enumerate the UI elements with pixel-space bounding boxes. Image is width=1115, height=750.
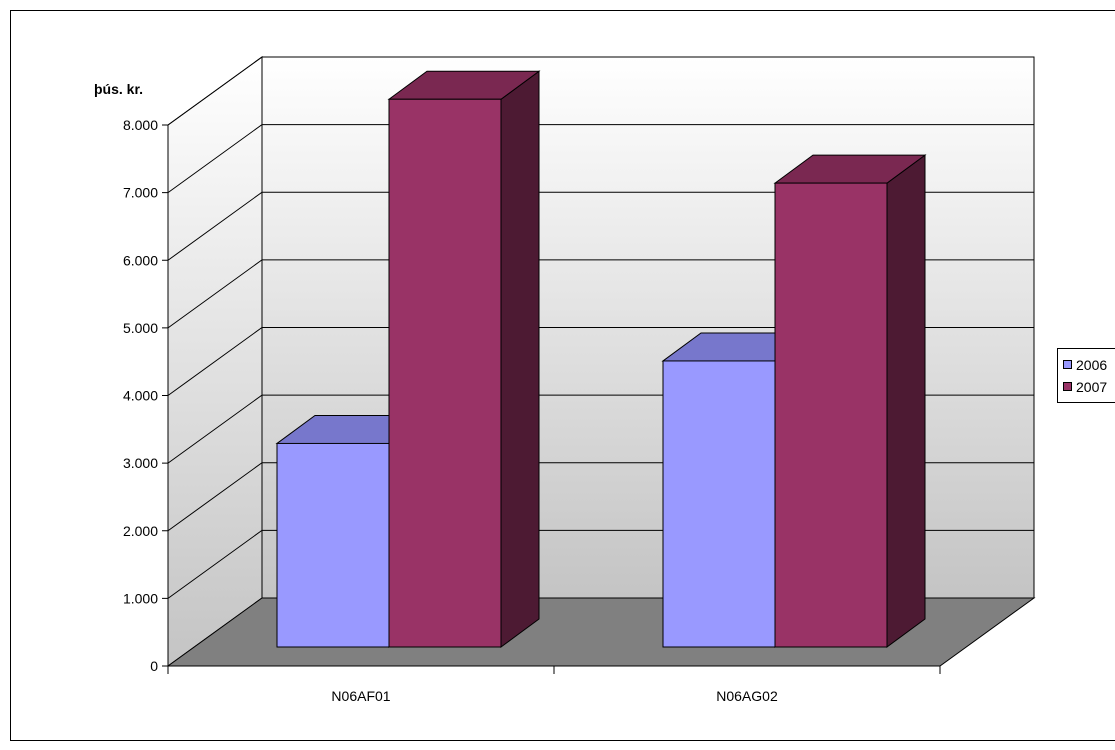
legend-swatch-2006: [1064, 361, 1072, 369]
x-tick-label: N06AG02: [716, 688, 778, 704]
bar-front: [775, 183, 887, 647]
bar-N06AF01-2007: [389, 71, 539, 647]
y-tick-label: 3.000: [123, 455, 158, 471]
legend-swatch-2007: [1064, 383, 1072, 391]
y-tick-label: 4.000: [123, 388, 158, 404]
y-tick-label: 1.000: [123, 590, 158, 606]
bar-side: [501, 71, 539, 647]
bar-N06AG02-2007: [775, 155, 925, 647]
y-tick-label: 5.000: [123, 320, 158, 336]
y-tick-label: 6.000: [123, 252, 158, 268]
y-tick-label: 0: [150, 658, 158, 674]
bar-side: [887, 155, 925, 647]
y-tick-label: 8.000: [123, 117, 158, 133]
bar-front: [277, 443, 389, 647]
legend-label-2007: 2007: [1076, 379, 1107, 395]
legend-label-2006: 2006: [1076, 357, 1107, 373]
bar-front: [663, 361, 775, 647]
bar-front: [389, 99, 501, 647]
legend: 2006 2007: [1058, 349, 1115, 403]
y-tick-label: 2.000: [123, 523, 158, 539]
y-tick-label: 7.000: [123, 185, 158, 201]
y-unit-label: þús. kr.: [94, 81, 143, 97]
x-tick-label: N06AF01: [331, 688, 390, 704]
